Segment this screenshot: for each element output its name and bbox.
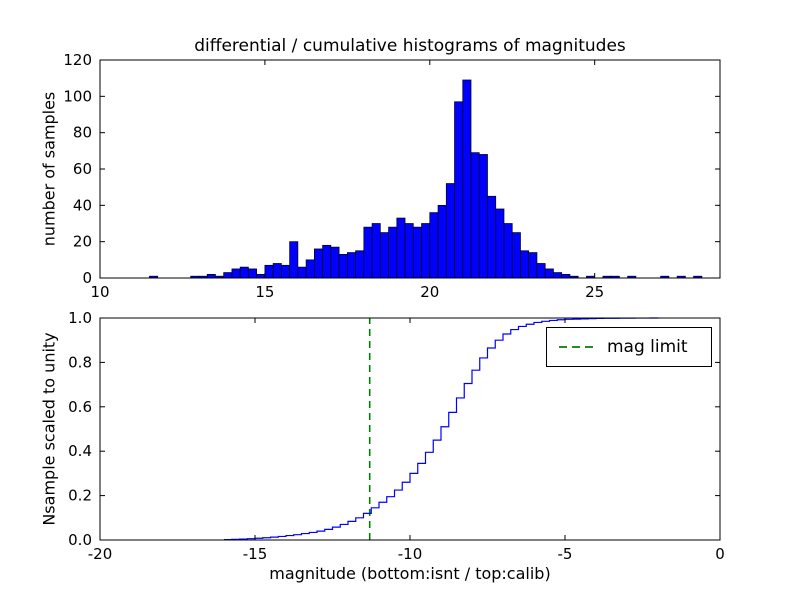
svg-text:-15: -15 — [243, 545, 268, 563]
svg-text:80: 80 — [73, 124, 92, 142]
bottom-y-axis-label: Nsample scaled to unity — [39, 332, 59, 526]
svg-text:10: 10 — [90, 283, 109, 301]
svg-text:100: 100 — [63, 87, 92, 105]
chart-title: differential / cumulative histograms of … — [194, 36, 626, 56]
svg-text:40: 40 — [73, 196, 92, 214]
svg-text:1.0: 1.0 — [68, 309, 92, 327]
svg-text:-20: -20 — [88, 545, 113, 563]
svg-text:15: 15 — [255, 283, 274, 301]
svg-text:20: 20 — [73, 233, 92, 251]
svg-text:-5: -5 — [558, 545, 573, 563]
svg-text:25: 25 — [585, 283, 604, 301]
legend-dashed-line-icon — [559, 346, 595, 348]
svg-text:60: 60 — [73, 160, 92, 178]
svg-text:120: 120 — [63, 51, 92, 69]
top-y-axis-label: number of samples — [39, 91, 59, 247]
svg-text:-10: -10 — [398, 545, 423, 563]
svg-text:0.6: 0.6 — [68, 398, 92, 416]
svg-text:20: 20 — [420, 283, 439, 301]
svg-text:0: 0 — [82, 269, 92, 287]
svg-text:0.2: 0.2 — [68, 487, 92, 505]
svg-text:0.4: 0.4 — [68, 442, 92, 460]
svg-text:0: 0 — [715, 545, 725, 563]
legend: mag limit — [546, 327, 712, 367]
svg-text:0.8: 0.8 — [68, 353, 92, 371]
legend-label: mag limit — [607, 337, 688, 357]
x-axis-label: magnitude (bottom:isnt / top:calib) — [269, 564, 551, 583]
svg-text:0.0: 0.0 — [68, 531, 92, 549]
